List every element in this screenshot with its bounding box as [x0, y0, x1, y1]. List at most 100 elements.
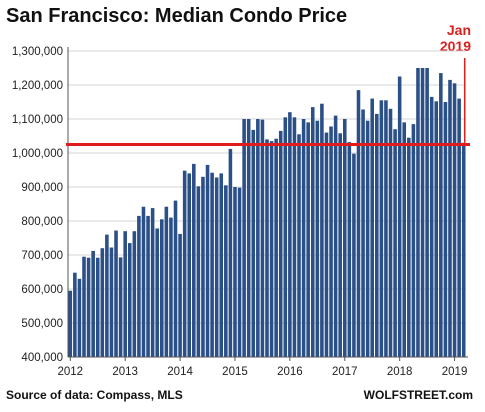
bar [224, 185, 228, 357]
bar [118, 257, 123, 357]
bar [388, 108, 393, 357]
bar [192, 163, 196, 357]
bar [461, 142, 466, 357]
bar [265, 139, 269, 357]
bar [425, 68, 429, 357]
bar [219, 173, 224, 357]
bar [68, 290, 73, 357]
bar [182, 170, 187, 357]
bar [127, 243, 132, 357]
bar [384, 100, 388, 358]
bar [201, 176, 205, 357]
bar [260, 119, 265, 358]
bar [379, 100, 384, 358]
bar [393, 129, 397, 357]
chart-title: San Francisco: Median Condo Price [6, 5, 348, 27]
y-tick-label: 400,000 [21, 352, 63, 364]
bar [105, 234, 109, 357]
bar [77, 278, 82, 357]
bar [439, 73, 443, 357]
source-note: Source of data: Compass, MLS [6, 388, 183, 402]
bar [338, 133, 342, 357]
bar [242, 119, 246, 357]
bar [342, 119, 347, 357]
y-tick-label: 700,000 [21, 250, 63, 262]
bar [457, 98, 461, 357]
y-tick-label: 1,300,000 [12, 46, 63, 58]
bar [320, 103, 324, 357]
y-tick-label: 1,000,000 [12, 148, 63, 160]
bar [448, 79, 452, 358]
bar [187, 173, 192, 357]
bar [269, 141, 274, 357]
bar [114, 230, 118, 357]
bar [429, 96, 434, 358]
y-tick-label: 500,000 [21, 318, 63, 330]
bar [278, 130, 283, 357]
bar [310, 107, 315, 357]
bar [173, 200, 178, 357]
bar [256, 119, 260, 357]
bar [251, 129, 256, 357]
bar [361, 109, 365, 357]
bar [146, 215, 150, 357]
y-tick-label: 900,000 [21, 182, 63, 194]
bar [283, 117, 288, 357]
x-tick-label: 2016 [277, 366, 303, 378]
bar [82, 256, 86, 357]
bar [91, 250, 95, 357]
annotation-year: 2019 [439, 38, 471, 54]
bar [397, 76, 402, 357]
y-tick-label: 1,200,000 [12, 80, 63, 92]
bar [109, 247, 114, 357]
bar [196, 186, 201, 357]
bar [329, 126, 333, 357]
bar [169, 217, 173, 357]
bar [407, 137, 411, 357]
bar [297, 134, 301, 357]
bar [333, 115, 338, 357]
bar [205, 164, 210, 357]
bar [178, 233, 182, 357]
bar [141, 206, 146, 357]
bar [159, 219, 164, 357]
bar [411, 124, 416, 357]
bar [123, 231, 127, 357]
bar [365, 120, 370, 357]
x-tick-label: 2019 [442, 366, 468, 378]
y-tick-label: 1,100,000 [12, 114, 63, 126]
bar [347, 142, 352, 357]
bar [137, 215, 141, 357]
bar [237, 187, 242, 357]
bar [132, 231, 137, 357]
x-tick-label: 2012 [57, 366, 83, 378]
bar [443, 102, 448, 357]
annotation-month: Jan [446, 22, 471, 38]
bar [324, 132, 329, 357]
bar [150, 208, 155, 357]
bar [214, 177, 219, 357]
bar [274, 138, 278, 357]
bar [416, 68, 420, 357]
bar [402, 122, 407, 358]
bar [228, 148, 233, 357]
bar [315, 120, 320, 357]
y-tick-label: 800,000 [21, 216, 63, 228]
y-tick-label: 600,000 [21, 284, 63, 296]
bar [95, 257, 100, 357]
bar [434, 101, 439, 357]
bar [246, 119, 251, 357]
x-tick-label: 2017 [332, 366, 358, 378]
brand-label: WOLFSTREET.com [363, 388, 473, 402]
x-tick-label: 2014 [167, 366, 193, 378]
bar [210, 172, 214, 357]
x-tick-label: 2018 [387, 366, 413, 378]
bar [420, 68, 425, 357]
bar [292, 117, 297, 357]
bar [288, 112, 292, 357]
x-tick-label: 2013 [112, 366, 138, 378]
bar [452, 83, 457, 358]
x-tick-label: 2015 [222, 366, 248, 378]
